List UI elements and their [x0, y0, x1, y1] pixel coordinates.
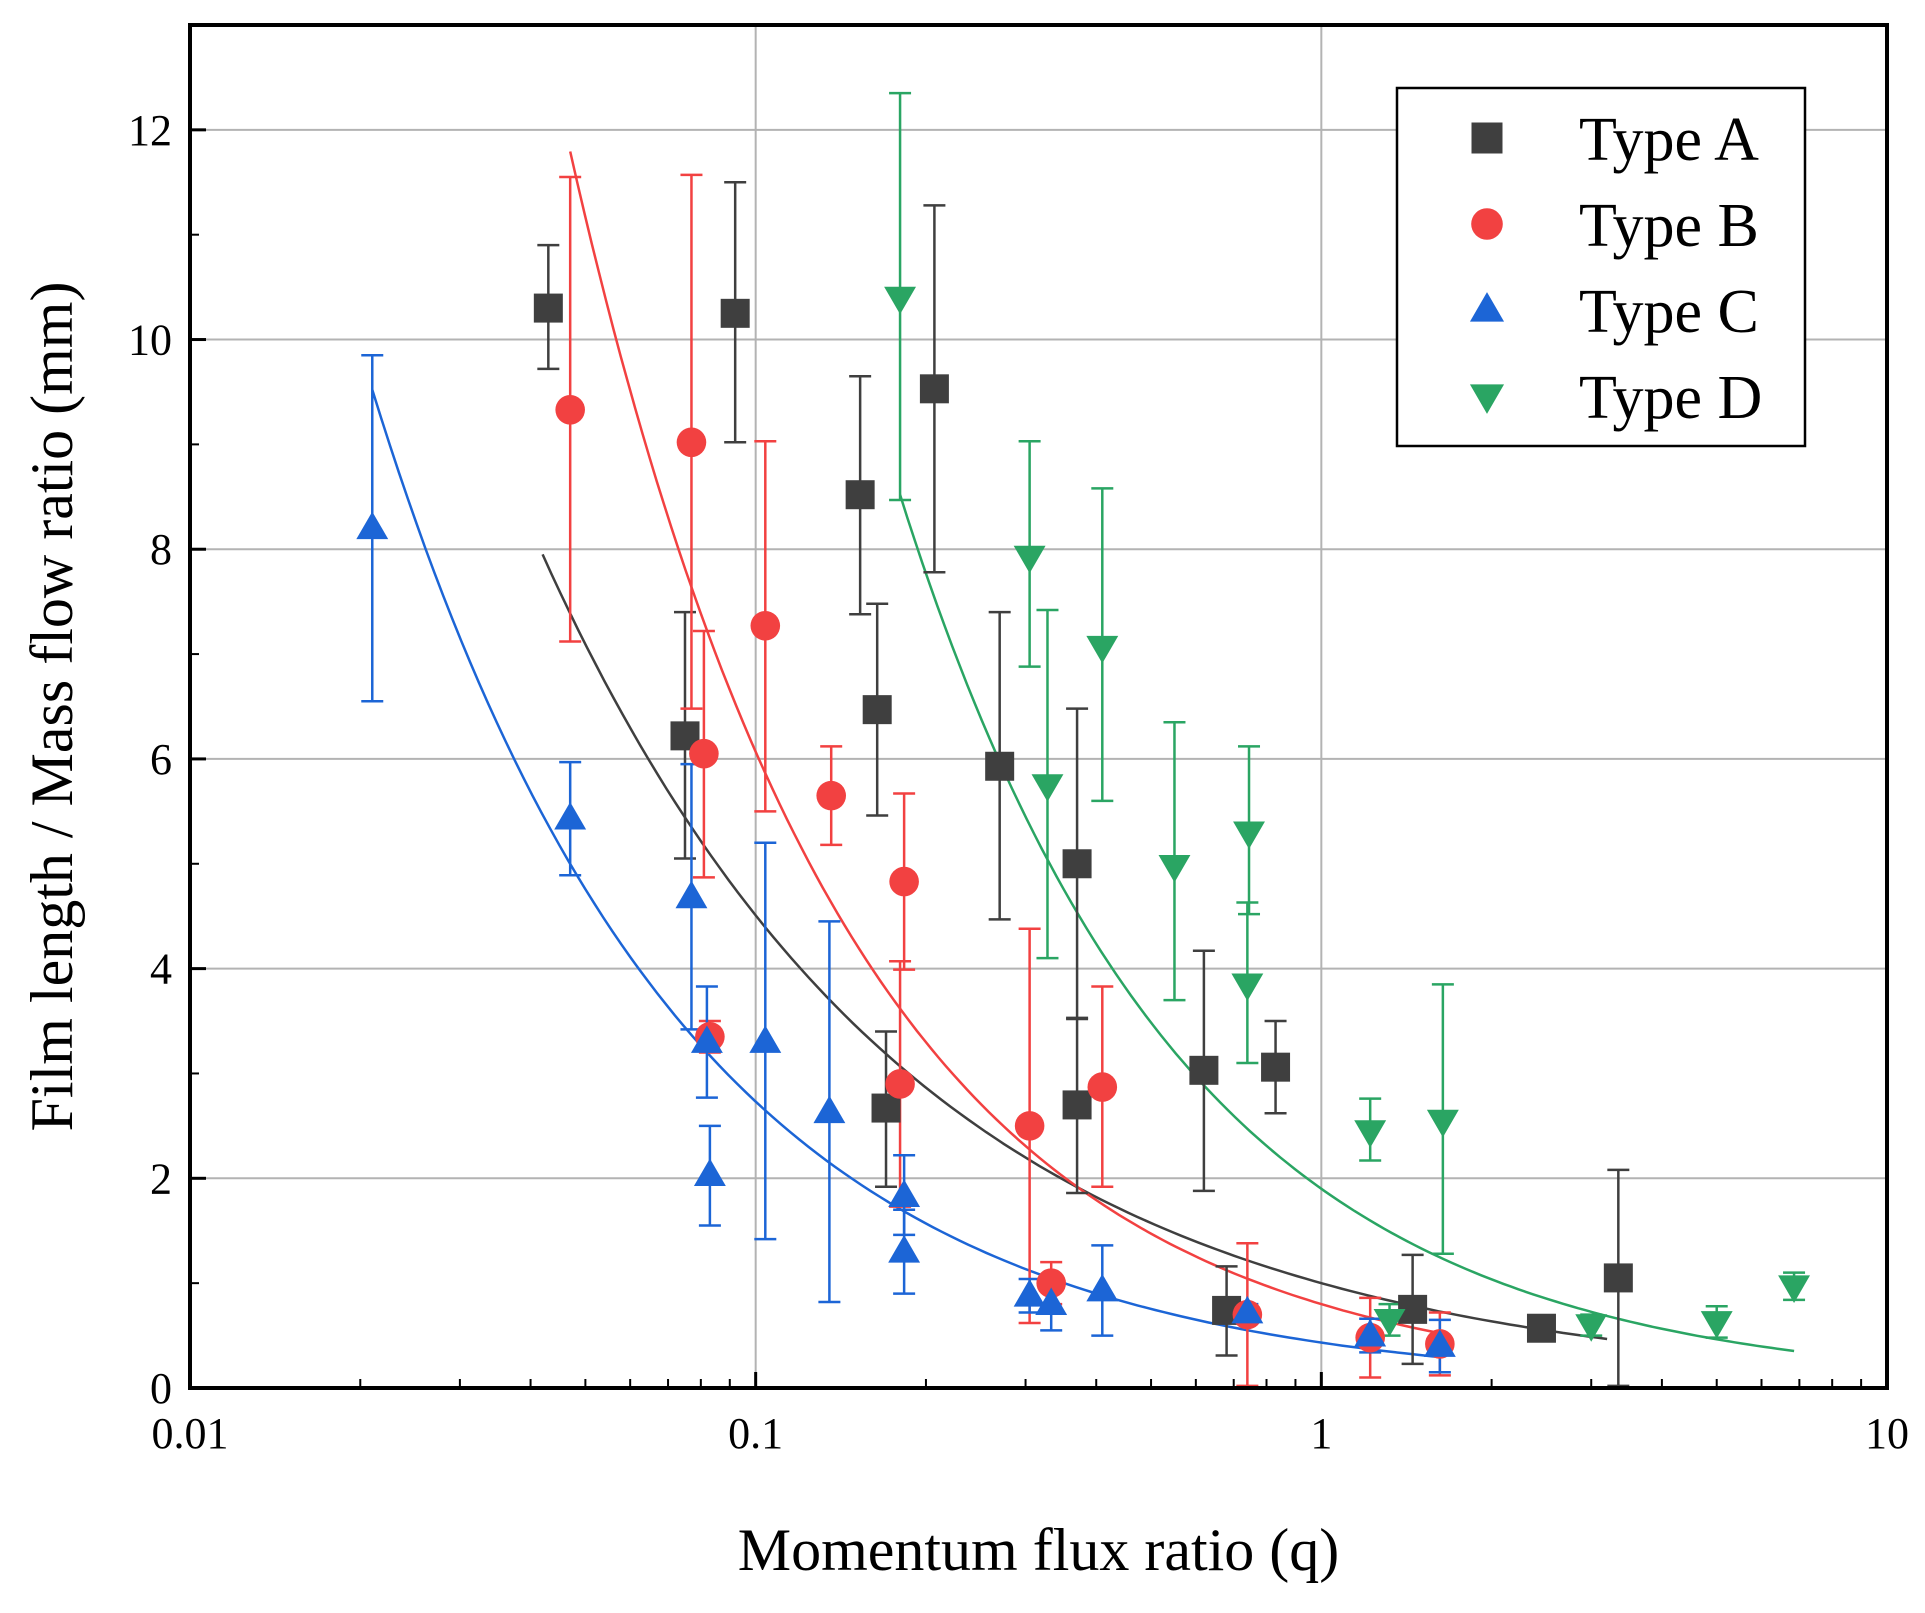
type-a-data-point	[1526, 1313, 1556, 1343]
x-tick-label: 0.1	[728, 1409, 783, 1458]
y-tick-label: 10	[128, 316, 172, 365]
axis-ticks	[188, 128, 1889, 1390]
type-d-data-point	[1086, 635, 1119, 664]
type-b-fit-curve	[568, 151, 1438, 1334]
type-c-data-point	[693, 1158, 726, 1187]
type-c-data-point	[813, 1095, 846, 1124]
x-tick-label: 10	[1865, 1409, 1909, 1458]
type-b-data-point	[1036, 1268, 1066, 1298]
type-a-data-point	[720, 298, 750, 328]
type-c-data-point	[690, 1025, 723, 1053]
type-d-data-point	[1700, 1311, 1733, 1339]
legend-label-type-b: Type B	[1579, 192, 1759, 260]
legend: Type A Type B Type C Type D	[1395, 86, 1807, 448]
type-a-data-point	[845, 480, 875, 510]
type-b-data-point	[1087, 1072, 1118, 1102]
tick-labels: 0 2 4 6 8 10 12 0.01 0.1 1 10	[128, 106, 1909, 1458]
type-a-data-point	[1189, 1055, 1219, 1085]
y-tick-label: 0	[150, 1364, 172, 1413]
type-c-data-point	[356, 511, 389, 540]
plot-frame	[188, 23, 1889, 1390]
y-tick-label: 8	[150, 525, 172, 574]
type-b-data-point	[885, 1069, 915, 1099]
type-a-data-point	[862, 695, 892, 725]
type-c-data-point	[1035, 1287, 1068, 1315]
type-c-fit-curve	[371, 389, 1440, 1359]
type-b-data-point	[689, 738, 719, 769]
type-d-data-point	[1426, 1109, 1459, 1138]
type-a-data-point	[1062, 849, 1092, 879]
type-c-data-point	[675, 880, 708, 909]
type-a-data-point	[1261, 1052, 1291, 1082]
type-c-data-point	[1013, 1279, 1046, 1307]
type-c-data-point	[1086, 1273, 1119, 1302]
type-d-data-point	[884, 286, 917, 315]
y-tick-label: 4	[150, 945, 172, 994]
type-d-data-point	[1158, 854, 1191, 883]
type-d-data-point	[1013, 545, 1046, 574]
type-a-data-point	[871, 1093, 901, 1123]
type-b-data-point	[1014, 1111, 1045, 1141]
type-a-fit-curve	[541, 553, 1608, 1341]
data-points	[356, 286, 1811, 1359]
type-c-data-point	[888, 1235, 921, 1263]
type-d-data-point	[1233, 821, 1265, 849]
grid	[190, 25, 1887, 1388]
type-c-data-point	[1231, 1295, 1264, 1324]
legend-box	[1395, 86, 1807, 448]
type-a-data-point	[985, 751, 1015, 781]
x-axis-title: Momentum flux ratio (q)	[738, 1517, 1340, 1583]
type-c-data-point	[1423, 1329, 1456, 1357]
y-tick-label: 2	[150, 1154, 172, 1203]
legend-label-type-d: Type D	[1579, 364, 1762, 432]
type-c-data-point	[554, 802, 587, 830]
type-d-data-point	[1231, 973, 1264, 1002]
type-b-data-point	[555, 394, 585, 425]
y-tick-label: 12	[128, 106, 172, 155]
type-c-data-point	[1354, 1318, 1387, 1347]
legend-label-type-c: Type C	[1579, 278, 1759, 346]
fit-curves	[371, 151, 1795, 1359]
legend-marker-type-c	[1469, 292, 1505, 322]
type-b-data-point	[816, 780, 846, 811]
legend-label-type-a: Type A	[1579, 106, 1759, 174]
type-b-data-point	[750, 610, 781, 641]
legend-marker-type-b	[1471, 208, 1503, 240]
x-tick-label: 1	[1310, 1409, 1332, 1458]
type-d-fit-curve	[898, 494, 1795, 1353]
type-a-data-point	[1603, 1263, 1633, 1293]
type-b-data-point	[676, 427, 707, 458]
type-d-data-point	[1354, 1120, 1387, 1148]
type-a-data-point	[533, 293, 563, 323]
type-c-data-point	[749, 1025, 782, 1053]
y-tick-label: 6	[150, 735, 172, 784]
legend-marker-type-d	[1469, 384, 1505, 414]
type-a-data-point	[919, 374, 949, 404]
type-d-data-point	[1575, 1314, 1608, 1342]
type-c-data-point	[888, 1179, 921, 1208]
type-d-data-point	[1778, 1275, 1811, 1303]
y-axis-title: Film length / Mass flow ratio (mm)	[19, 282, 85, 1132]
legend-marker-type-a	[1471, 122, 1503, 154]
x-tick-label: 0.01	[152, 1409, 229, 1458]
type-d-data-point	[1373, 1308, 1406, 1337]
type-a-data-point	[1062, 1090, 1092, 1120]
type-b-data-point	[889, 866, 919, 897]
type-d-data-point	[1031, 774, 1064, 802]
